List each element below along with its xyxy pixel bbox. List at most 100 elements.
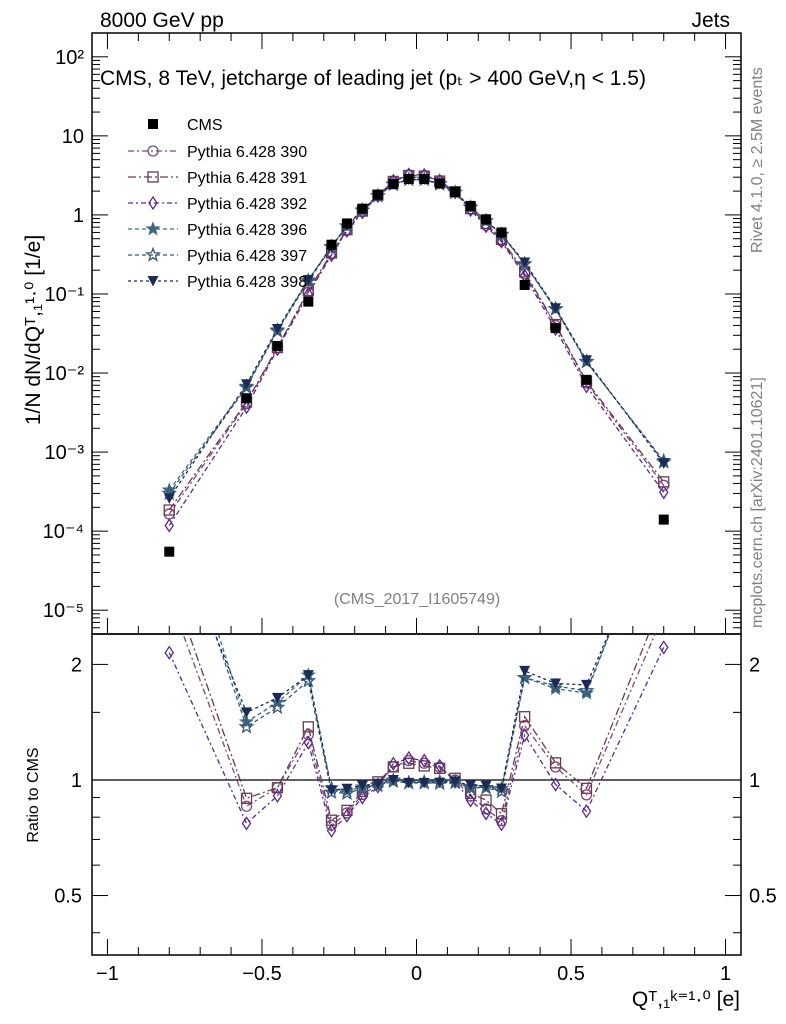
ratio-5-point (493, 783, 510, 799)
ratio-2-point (387, 761, 399, 773)
ratio-6-point (519, 665, 531, 677)
mcplots-note: mcplots.cern.ch [arXiv:2401.10621] (749, 377, 766, 628)
ratio-line-4 (217, 634, 611, 792)
data-point (241, 393, 252, 404)
ratio-3-point (303, 735, 314, 750)
ratio-3-point (434, 758, 445, 774)
ratio-2-point (480, 794, 492, 806)
x-tick-label: 1 (720, 963, 731, 985)
ratio-5-point (658, 494, 670, 506)
ratio-2-point (418, 760, 430, 772)
y-tick-label-main: 10⁻¹ (45, 284, 85, 306)
ratio-line-2 (188, 634, 650, 822)
data-point (419, 173, 430, 184)
legend-label-1: Pythia 6.428 390 (187, 144, 307, 161)
ratio-3-point (550, 777, 561, 792)
legend-label-4: Pythia 6.428 396 (187, 222, 307, 239)
ratio-3-point (272, 788, 283, 804)
ratio-6-point (480, 780, 492, 792)
data-point (326, 239, 337, 250)
data-point (519, 279, 530, 290)
ratio-1-point (659, 608, 669, 618)
series-6-point (271, 324, 283, 335)
ratio-2-point (519, 711, 531, 723)
ratio-6-point (356, 780, 368, 792)
ratio-6-point (495, 783, 507, 795)
data-point (496, 227, 507, 238)
ratio-5-point (339, 784, 355, 801)
ratio-line-3 (168, 647, 665, 832)
y-tick-label-ratio-right: 0.5 (749, 886, 777, 908)
series-6-point (658, 458, 670, 469)
ratio-3-point (658, 640, 669, 655)
ratio-2-point (240, 792, 253, 804)
ratio-2-point (659, 592, 669, 602)
data-point (388, 179, 399, 190)
y-tick-label-main: 10² (55, 47, 84, 69)
y-tick-label-main: 10⁻³ (45, 442, 85, 464)
y-tick-label-main: 10⁻⁴ (43, 521, 84, 543)
analysis-id: (CMS_2017_I1605749) (334, 591, 500, 608)
axis-ticks: −1 −0.5 0 0.5 1 10⁻⁵ 10⁻⁴ 10⁻³ 10⁻² 10⁻¹ 1 10 10² 0.5… (43, 33, 777, 985)
ratio-3-point (519, 728, 530, 743)
data-point (357, 203, 368, 214)
ratio-line-5 (214, 634, 611, 794)
data-point (481, 214, 492, 225)
ratio-3-point (403, 750, 414, 766)
ratio-6-point (449, 776, 461, 788)
ratio-3-point (481, 806, 491, 821)
series-6-point (302, 275, 314, 286)
ratio-6-point (465, 780, 477, 791)
rivet-note: Rivet 4.1.0, ≥ 2.5M events (749, 67, 766, 253)
ratio-3-point (326, 823, 337, 838)
ratio-2-point (164, 573, 174, 583)
y-axis-title-main: 1/N dN/dQᵀ,₁¹·⁰ [1/e] (22, 235, 45, 425)
data-point (341, 218, 352, 229)
ratio-3-point (496, 817, 507, 832)
ratio-5-point (269, 699, 286, 715)
ratio-2-point (302, 721, 314, 733)
ratio-5-point (238, 718, 255, 734)
series-3-point (164, 518, 175, 533)
ratio-2-point (549, 757, 562, 769)
data-point (434, 178, 445, 189)
legend-label-3: Pythia 6.428 392 (187, 196, 307, 213)
series-6-point (163, 493, 175, 504)
series-line-3 (168, 173, 665, 526)
x-tick-label: −0.5 (242, 963, 281, 985)
ratio-1-point (164, 592, 174, 602)
ratio-3-point (164, 645, 175, 660)
legend-marker-cms (148, 119, 158, 129)
ratio-line-6 (214, 634, 610, 791)
ratio-5-point (578, 682, 595, 698)
ratio-6-point (302, 670, 314, 681)
ratio-clip-group (164, 494, 670, 838)
series-3-point (241, 399, 252, 415)
data-point (403, 173, 414, 184)
y-tick-label-ratio: 2 (71, 654, 82, 676)
ratio-6-point (271, 692, 283, 704)
ratio-6-point (372, 778, 384, 790)
ratio-1-point (271, 782, 284, 794)
ratio-6-point (403, 777, 415, 789)
ratio-1-point (519, 720, 531, 732)
ratio-6-point (418, 777, 430, 789)
data-point (164, 546, 175, 557)
ratio-6-point (387, 774, 399, 786)
ratio-line-1 (182, 634, 656, 827)
ratio-1-point (580, 789, 593, 801)
series-3-point (326, 247, 337, 263)
ratio-2-point (434, 762, 446, 775)
ratio-6-point (580, 679, 592, 691)
x-axis-title: Qᵀ,₁ᵏ⁼¹·⁰ [e] (632, 988, 740, 1011)
data-point (550, 323, 561, 334)
ratio-5-point (300, 672, 317, 688)
y-tick-label-main: 10⁻⁵ (43, 600, 84, 622)
ratio-5-point (516, 669, 533, 685)
y-tick-label-main: 10 (62, 126, 84, 148)
header-left: 8000 GeV pp (100, 9, 224, 32)
legend-marker-4 (145, 221, 161, 236)
ratio-3-point (342, 808, 352, 823)
legend-label-6: Pythia 6.428 398 (187, 274, 307, 291)
